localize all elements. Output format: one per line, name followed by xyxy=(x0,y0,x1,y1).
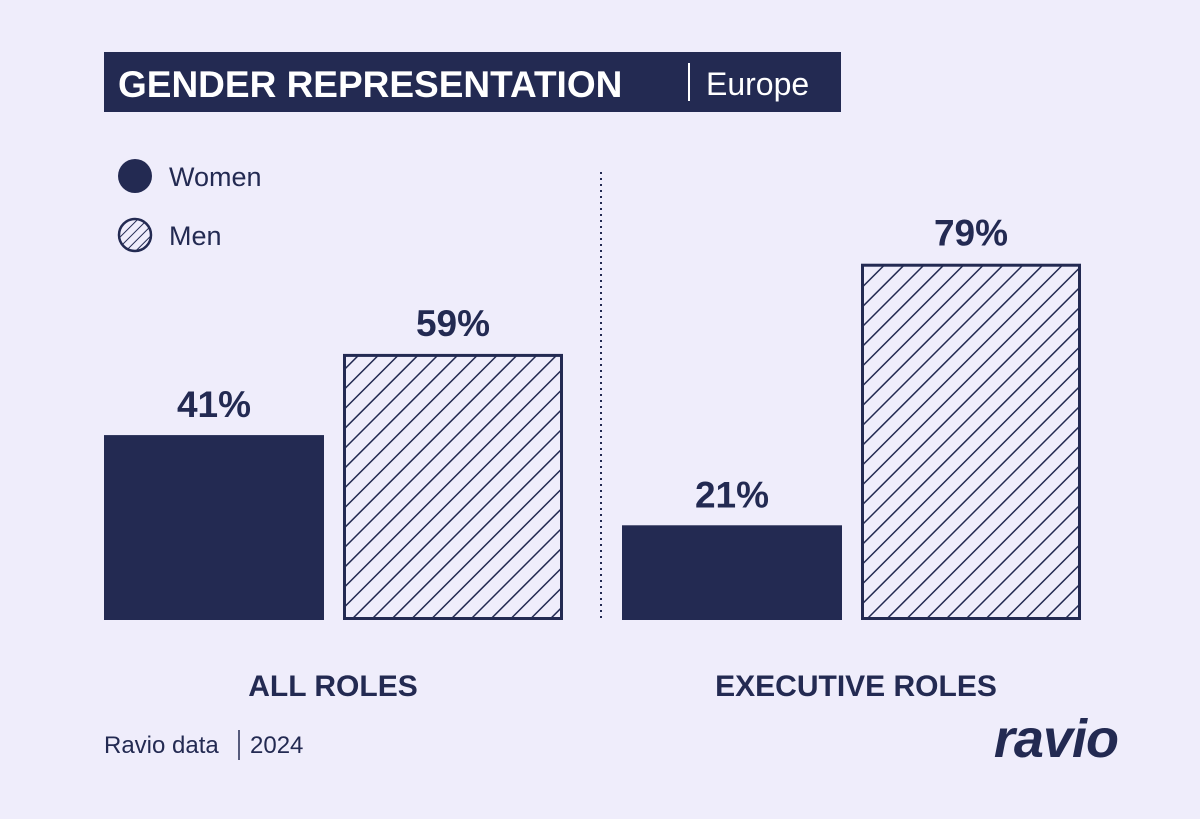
data-label-men-all-roles: 59% xyxy=(416,303,490,344)
bar-women-executive-roles xyxy=(622,525,842,620)
legend-women-label: Women xyxy=(169,162,262,192)
footer-year: 2024 xyxy=(250,732,303,759)
chart-title: GENDER REPRESENTATION xyxy=(118,64,622,105)
legend: Women Men xyxy=(117,159,262,253)
data-label-women-executive-roles: 21% xyxy=(695,474,769,515)
legend-women-swatch xyxy=(118,159,152,193)
bar-men-all-roles xyxy=(343,353,563,620)
bars: 41% 59% 21% 79% xyxy=(104,213,1081,620)
category-label-executive-roles: EXECUTIVE ROLES xyxy=(715,670,997,703)
bar-women-all-roles xyxy=(104,435,324,620)
chart-subtitle-region: Europe xyxy=(706,66,809,102)
footer: Ravio data 2024 ravio xyxy=(104,709,1119,769)
category-label-all-roles: ALL ROLES xyxy=(248,670,417,703)
data-label-men-executive-roles: 79% xyxy=(934,213,1008,254)
bar-men-executive-roles xyxy=(861,263,1081,620)
ravio-logo: ravio xyxy=(994,709,1118,769)
legend-men-label: Men xyxy=(169,221,222,251)
title-banner: GENDER REPRESENTATION Europe xyxy=(104,52,841,112)
data-label-women-all-roles: 41% xyxy=(177,384,251,425)
footer-source: Ravio data xyxy=(104,732,219,759)
legend-men-swatch xyxy=(117,217,153,253)
